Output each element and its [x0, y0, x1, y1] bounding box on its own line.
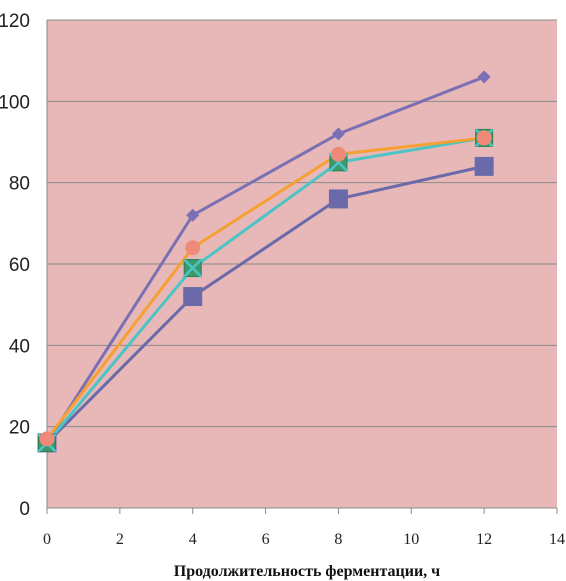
x-tick-label: 4 [189, 531, 197, 548]
series-4-point [330, 146, 346, 162]
series-2-line [45, 164, 485, 444]
x-tick-label: 6 [262, 531, 270, 548]
series-4-point [185, 240, 201, 256]
series-4-point [39, 431, 55, 447]
y-tick-label: 60 [9, 255, 30, 276]
marker-cross [183, 258, 203, 278]
x-tick-label: 8 [334, 531, 342, 548]
series-2-point [183, 287, 203, 307]
y-tick-label: 20 [9, 418, 30, 439]
series-2-point [328, 189, 348, 209]
x-tick-label: 14 [549, 531, 565, 548]
y-tick-label: 120 [0, 11, 30, 32]
x-axis-label: Продолжительность ферментации, ч [174, 563, 440, 580]
y-tick-label: 80 [9, 174, 30, 195]
series-3-line [45, 136, 485, 444]
y-tick-label: 0 [19, 499, 30, 520]
series-1-point [331, 127, 345, 141]
series-4-line [45, 136, 485, 440]
tick-labels: 0 20 40 60 80 100 120 0 2 4 6 8 10 12 14 [0, 11, 565, 548]
series-3-point [183, 258, 203, 278]
series-1-point [477, 70, 491, 84]
series-2-point [474, 156, 494, 176]
y-tick-label: 100 [0, 92, 30, 113]
series-1-line [45, 75, 485, 444]
y-tick-label: 40 [9, 336, 30, 357]
axes [46, 20, 558, 514]
series-group [37, 70, 494, 453]
gridlines [47, 19, 557, 428]
x-tick-label: 0 [43, 531, 51, 548]
x-tick-label: 10 [403, 531, 419, 548]
x-tick-label: 12 [476, 531, 492, 548]
series-4-point [476, 130, 492, 146]
x-tick-label: 2 [116, 531, 124, 548]
series-1-point [186, 208, 200, 222]
